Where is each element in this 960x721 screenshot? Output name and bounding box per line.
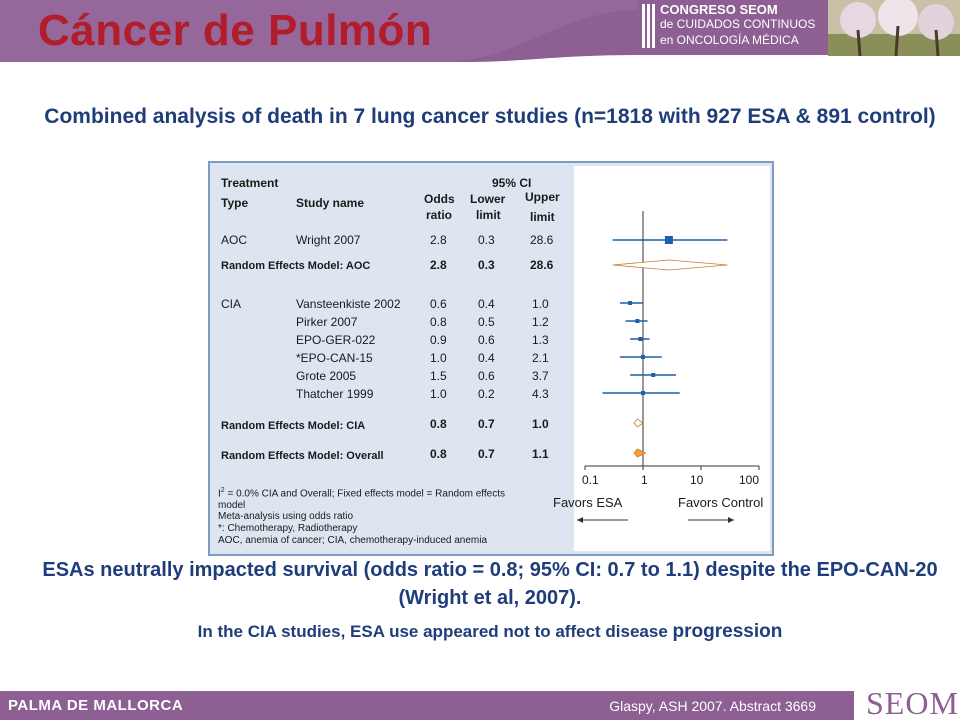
row-hi: 4.3 (532, 387, 549, 401)
point-marker (664, 236, 673, 244)
col-header-type: Type (221, 196, 249, 210)
footer-citation: Glaspy, ASH 2007. Abstract 3669 (609, 698, 816, 714)
congress-logo-line1: CONGRESO SEOM (660, 2, 778, 17)
row-or: 0.9 (430, 333, 447, 347)
favors-control-arrowhead (728, 517, 734, 523)
row-study: Pirker 2007 (296, 315, 358, 329)
col-header-odds: Odds (424, 192, 455, 206)
row-lo: 0.4 (478, 297, 495, 311)
row-hi: 1.1 (532, 447, 549, 461)
row-or: 1.0 (430, 351, 447, 365)
row-lo: 0.2 (478, 387, 495, 401)
row-hi: 1.3 (532, 333, 549, 347)
row-study: Vansteenkiste 2002 (296, 297, 401, 311)
forest-plot-figure: Treatment Type Study name Odds ratio 95%… (208, 161, 774, 556)
row-study: *EPO-CAN-15 (296, 351, 373, 365)
plot-panel-bg (574, 166, 770, 551)
row-study: Thatcher 1999 (296, 387, 374, 401)
axis-tick-label: 1 (641, 473, 648, 487)
col-header-ci: 95% CI (492, 176, 532, 190)
axis-tick-label: 100 (739, 473, 760, 487)
row-lo: 0.3 (478, 258, 495, 272)
slide-title: Cáncer de Pulmón (38, 6, 433, 55)
logo-bars-icon (642, 4, 656, 48)
row-or: 0.6 (430, 297, 447, 311)
col-header-upper: Upper (525, 190, 560, 204)
row-study-summary: Random Effects Model: AOC (221, 260, 371, 272)
row-study-summary: Random Effects Model: CIA (221, 420, 366, 432)
i2-note: I2 = 0.0% CIA and Overall; Fixed effects… (218, 487, 506, 512)
seom-logo: SEOM (866, 685, 959, 721)
row-study: EPO-GER-022 (296, 333, 376, 347)
col-header-lower: Lower (470, 192, 506, 206)
col-header-study: Study name (296, 196, 365, 210)
row-type: AOC (221, 233, 248, 247)
abbr-note: AOC, anemia of cancer; CIA, chemotherapy… (218, 535, 488, 546)
row-hi: 3.7 (532, 369, 549, 383)
row-or: 2.8 (430, 258, 447, 272)
point-marker (628, 301, 633, 305)
congress-logo: CONGRESO SEOM de CUIDADOS CONTINUOS en O… (638, 0, 828, 54)
row-or: 1.5 (430, 369, 447, 383)
favors-esa-label: Favors ESA (553, 495, 623, 510)
conclusion-text: ESAs neutrally impacted survival (odds r… (42, 559, 938, 609)
favors-control-label: Favors Control (678, 495, 764, 510)
row-lo: 0.4 (478, 351, 495, 365)
row-type: CIA (221, 297, 242, 311)
row-lo: 0.7 (478, 417, 495, 431)
favors-esa-arrowhead (577, 517, 583, 523)
summary-diamond (633, 448, 647, 458)
cia-note-main: In the CIA studies, ESA use appeared not… (197, 622, 673, 641)
row-hi: 2.1 (532, 351, 549, 365)
point-marker (635, 319, 640, 323)
row-or: 2.8 (430, 233, 447, 247)
row-lo: 0.5 (478, 315, 495, 329)
summary-diamond (612, 259, 728, 271)
col-header-treatment: Treatment (221, 176, 279, 190)
point-marker (651, 373, 656, 377)
footer-location: PALMA DE MALLORCA (8, 697, 184, 714)
row-or: 1.0 (430, 387, 447, 401)
axis-tick-label: 10 (690, 473, 704, 487)
cia-note: In the CIA studies, ESA use appeared not… (30, 621, 950, 643)
row-hi: 28.6 (530, 258, 554, 272)
row-lo: 0.6 (478, 369, 495, 383)
cia-note-emph: progression (672, 621, 783, 642)
row-or: 0.8 (430, 417, 447, 431)
row-study: Grote 2005 (296, 369, 357, 383)
congress-logo-line2: de CUIDADOS CONTINUOS (660, 17, 816, 31)
row-hi: 1.0 (532, 417, 549, 431)
col-header-upper-limit: limit (530, 210, 555, 224)
col-header-ratio: ratio (426, 208, 453, 222)
row-hi: 1.2 (532, 315, 549, 329)
point-marker (641, 355, 645, 359)
col-header-lower-limit: limit (476, 208, 501, 222)
header-photo (828, 0, 960, 56)
point-marker (638, 337, 643, 341)
footer-band: PALMA DE MALLORCA Glaspy, ASH 2007. Abst… (0, 691, 854, 720)
congress-logo-line3: en ONCOLOGÍA MÉDICA (660, 33, 799, 47)
point-marker (641, 391, 645, 395)
row-hi: 28.6 (530, 233, 554, 247)
row-study-summary: Random Effects Model: Overall (221, 450, 384, 462)
row-lo: 0.3 (478, 233, 495, 247)
slide-subtitle: Combined analysis of death in 7 lung can… (44, 105, 936, 128)
summary-diamond (633, 418, 644, 428)
meta-note: Meta-analysis using odds ratio (218, 511, 354, 522)
row-lo: 0.6 (478, 333, 495, 347)
row-or: 0.8 (430, 315, 447, 329)
row-hi: 1.0 (532, 297, 549, 311)
star-note: *: Chemotherapy, Radiotherapy (218, 523, 358, 534)
row-study: Wright 2007 (296, 233, 361, 247)
axis-tick-label: 0.1 (582, 473, 599, 487)
row-or: 0.8 (430, 447, 447, 461)
row-lo: 0.7 (478, 447, 495, 461)
forest-plot (574, 166, 770, 551)
